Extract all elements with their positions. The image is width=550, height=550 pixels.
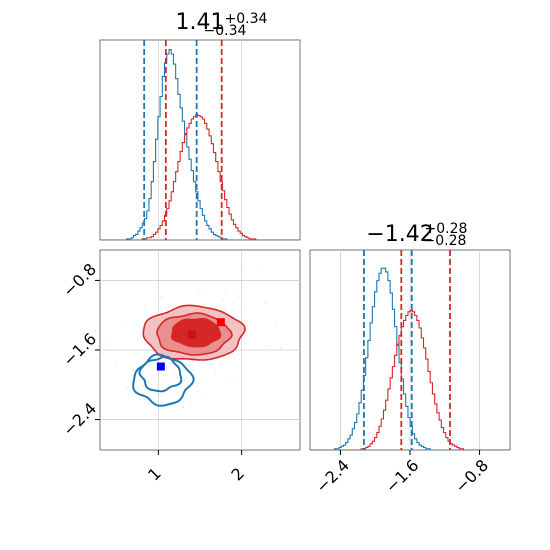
scatter-point bbox=[225, 292, 227, 294]
top-histogram-frame bbox=[99, 39, 301, 241]
x-tick-label: −2.4 bbox=[312, 456, 353, 497]
top-title-plus: +0.34 bbox=[225, 11, 268, 27]
x-tick-label: 1 bbox=[144, 464, 165, 485]
histogram-series-0 bbox=[100, 48, 300, 240]
right-histogram-title: −1.42 bbox=[366, 222, 433, 247]
top-histogram-series bbox=[100, 48, 300, 240]
scatter-point bbox=[265, 345, 268, 347]
scatter-point bbox=[102, 352, 105, 354]
scatter-point bbox=[280, 347, 282, 349]
x-tick-label: −1.6 bbox=[382, 456, 423, 497]
blue-contour-middle bbox=[138, 355, 183, 393]
marginal-histogram-top: 1.41 +0.34 −0.34 bbox=[99, 10, 301, 241]
scatter-point bbox=[180, 360, 183, 362]
scatter-point bbox=[198, 382, 200, 384]
right-histogram-series bbox=[310, 267, 510, 450]
scatter-point bbox=[244, 343, 247, 345]
marker-1 bbox=[187, 330, 196, 339]
right-histogram-grid bbox=[340, 250, 480, 450]
top-title-minus: −0.34 bbox=[204, 23, 247, 39]
scatter-point bbox=[197, 291, 199, 293]
marginal-histogram-right: −2.4 −1.6 −0.8 −1.42 +0.28 −0.28 bbox=[309, 221, 511, 497]
scatter-point bbox=[241, 319, 243, 321]
y-tick-label: −0.8 bbox=[59, 260, 100, 301]
histogram-series-0 bbox=[310, 267, 510, 450]
scatter-point bbox=[144, 308, 146, 310]
top-histogram-title: 1.41 bbox=[176, 10, 225, 35]
marker-0 bbox=[216, 318, 225, 327]
top-histogram-quantiles bbox=[143, 40, 223, 240]
scatter-point bbox=[274, 321, 276, 323]
scatter-point bbox=[154, 414, 157, 416]
scatter-point bbox=[152, 350, 155, 352]
scatter-point bbox=[217, 358, 220, 361]
x-tick-label: 2 bbox=[227, 464, 248, 485]
scatter-point bbox=[189, 401, 191, 404]
scatter-point bbox=[244, 308, 246, 310]
scatter-point bbox=[201, 362, 203, 364]
scatter-point bbox=[142, 393, 144, 395]
scatter-point bbox=[192, 360, 194, 362]
blue-contour-lines bbox=[132, 353, 195, 407]
scatter-point bbox=[203, 303, 206, 305]
scatter-point bbox=[257, 267, 260, 270]
scatter-point bbox=[245, 325, 248, 327]
scatter-point bbox=[109, 343, 111, 345]
scatter-point bbox=[160, 296, 162, 298]
right-title-minus: −0.28 bbox=[424, 233, 467, 249]
scatter-point bbox=[183, 379, 186, 382]
top-title-value: 1.41 bbox=[176, 10, 225, 35]
scatter-point bbox=[224, 305, 227, 308]
scatter-point bbox=[214, 370, 216, 372]
scatter-point bbox=[122, 320, 124, 322]
scatter-point bbox=[204, 290, 206, 292]
scatter-point bbox=[231, 379, 233, 381]
scatter-point bbox=[202, 396, 204, 399]
scatter-point bbox=[234, 307, 236, 309]
blue-contour-outer bbox=[132, 353, 195, 407]
right-title-plus: +0.28 bbox=[425, 221, 468, 237]
scatter-point bbox=[176, 376, 178, 378]
scatter-point bbox=[264, 302, 266, 304]
right-title-value: −1.42 bbox=[366, 222, 433, 247]
scatter-point bbox=[204, 377, 207, 379]
scatter-point bbox=[132, 369, 135, 371]
histogram-series-1 bbox=[100, 113, 300, 240]
y-tick-label: −2.4 bbox=[59, 399, 100, 440]
scatter-point bbox=[241, 266, 244, 269]
right-histogram-quantiles bbox=[363, 250, 451, 450]
scatter-point bbox=[182, 406, 185, 409]
scatter-point bbox=[238, 295, 240, 297]
scatter-point bbox=[148, 370, 151, 373]
scatter-point bbox=[153, 301, 156, 303]
x-tick-label: −0.8 bbox=[451, 456, 492, 497]
red-contour-inner bbox=[170, 318, 222, 348]
y-tick-label: −1.6 bbox=[59, 329, 100, 370]
joint-y-ticks: −0.8 −1.6 −2.4 bbox=[59, 260, 100, 440]
top-histogram-grid bbox=[157, 40, 243, 240]
scatter-point bbox=[211, 363, 213, 366]
joint-markers bbox=[156, 318, 225, 371]
scatter-point bbox=[115, 364, 117, 367]
scatter-point bbox=[218, 362, 221, 364]
scatter-point bbox=[222, 298, 224, 301]
histogram-series-1 bbox=[310, 309, 510, 450]
scatter-point bbox=[125, 387, 127, 390]
right-histogram-x-ticks: −2.4 −1.6 −0.8 bbox=[312, 450, 492, 497]
scatter-point bbox=[148, 348, 151, 351]
scatter-point bbox=[191, 369, 194, 371]
marker-2 bbox=[156, 362, 165, 371]
